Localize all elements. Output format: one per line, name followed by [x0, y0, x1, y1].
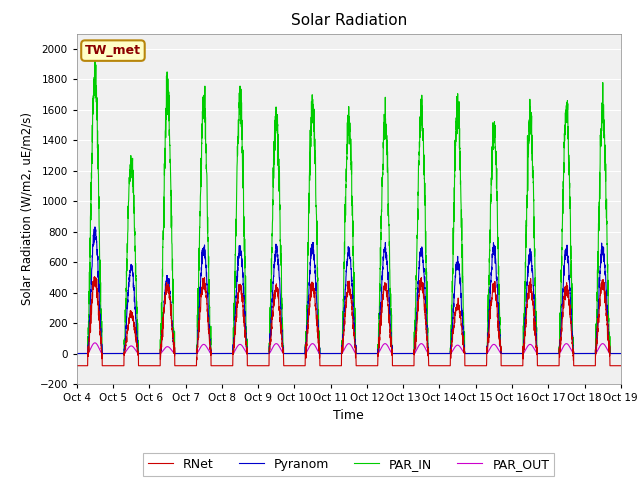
PAR_OUT — [73, 351, 81, 357]
PAR_IN — [171, 351, 179, 357]
Line: PAR_IN: PAR_IN — [77, 50, 621, 354]
Pyranom — [91, 224, 99, 230]
RNet — [617, 363, 625, 369]
RNet — [91, 274, 99, 280]
PAR_OUT — [91, 340, 99, 346]
Line: PAR_OUT: PAR_OUT — [77, 343, 621, 354]
RNet — [616, 363, 624, 369]
Pyranom — [502, 351, 509, 357]
PAR_IN — [73, 351, 81, 357]
Pyranom — [616, 351, 624, 357]
RNet — [502, 363, 509, 369]
PAR_IN — [617, 351, 625, 357]
Line: RNet: RNet — [77, 277, 621, 366]
Y-axis label: Solar Radiation (W/m2, uE/m2/s): Solar Radiation (W/m2, uE/m2/s) — [21, 112, 34, 305]
Text: TW_met: TW_met — [85, 44, 141, 57]
PAR_OUT — [617, 351, 625, 357]
RNet — [73, 363, 81, 369]
PAR_OUT — [502, 351, 509, 357]
Pyranom — [73, 351, 81, 357]
Title: Solar Radiation: Solar Radiation — [291, 13, 407, 28]
Line: Pyranom: Pyranom — [77, 227, 621, 354]
RNet — [471, 363, 479, 369]
Pyranom — [171, 351, 179, 357]
Pyranom — [329, 351, 337, 357]
PAR_IN — [329, 351, 337, 357]
RNet — [441, 363, 449, 369]
PAR_OUT — [329, 351, 337, 357]
RNet — [171, 345, 179, 350]
PAR_IN — [91, 47, 99, 53]
X-axis label: Time: Time — [333, 408, 364, 421]
Legend: RNet, Pyranom, PAR_IN, PAR_OUT: RNet, Pyranom, PAR_IN, PAR_OUT — [143, 453, 554, 476]
Pyranom — [471, 351, 479, 357]
PAR_OUT — [171, 351, 179, 357]
PAR_IN — [502, 351, 509, 357]
PAR_OUT — [471, 351, 479, 357]
PAR_OUT — [616, 351, 624, 357]
Pyranom — [441, 351, 449, 357]
PAR_OUT — [441, 351, 449, 357]
PAR_IN — [471, 351, 479, 357]
Pyranom — [617, 351, 625, 357]
PAR_IN — [616, 351, 624, 357]
PAR_IN — [441, 351, 449, 357]
RNet — [329, 363, 337, 369]
